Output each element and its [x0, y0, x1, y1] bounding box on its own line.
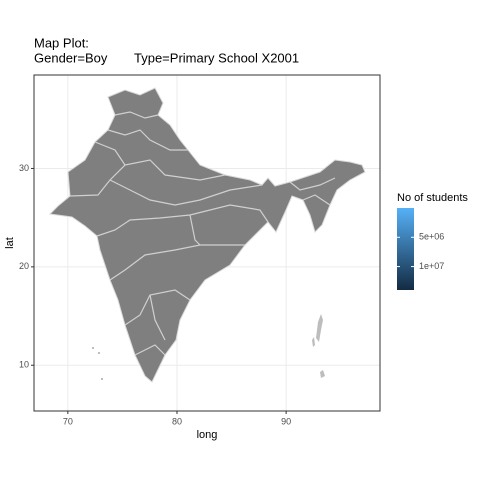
x-tick-label: 90 — [281, 416, 291, 426]
title-line: Type=Primary School X2001 — [134, 50, 299, 65]
y-tick-label: 10 — [19, 360, 29, 370]
y-tick-label: 30 — [19, 163, 29, 173]
colorbar-label: 1e+07 — [419, 261, 444, 271]
title-line: Map Plot: — [34, 35, 89, 50]
x-tick-label: 70 — [63, 416, 73, 426]
country-shape — [48, 87, 366, 383]
y-axis-label: lat — [4, 237, 16, 249]
map — [48, 87, 366, 383]
colorbar — [397, 208, 414, 290]
colorbar-label: 5e+06 — [419, 232, 444, 242]
legend-title: No of students — [397, 192, 468, 204]
y-tick-label: 20 — [19, 261, 29, 271]
x-axis-label: long — [197, 429, 218, 441]
panel-border — [33, 74, 381, 412]
x-tick-label: 80 — [172, 416, 182, 426]
state-borders — [69, 111, 336, 356]
title-line: Gender=Boy — [34, 50, 108, 65]
islands — [312, 314, 325, 378]
